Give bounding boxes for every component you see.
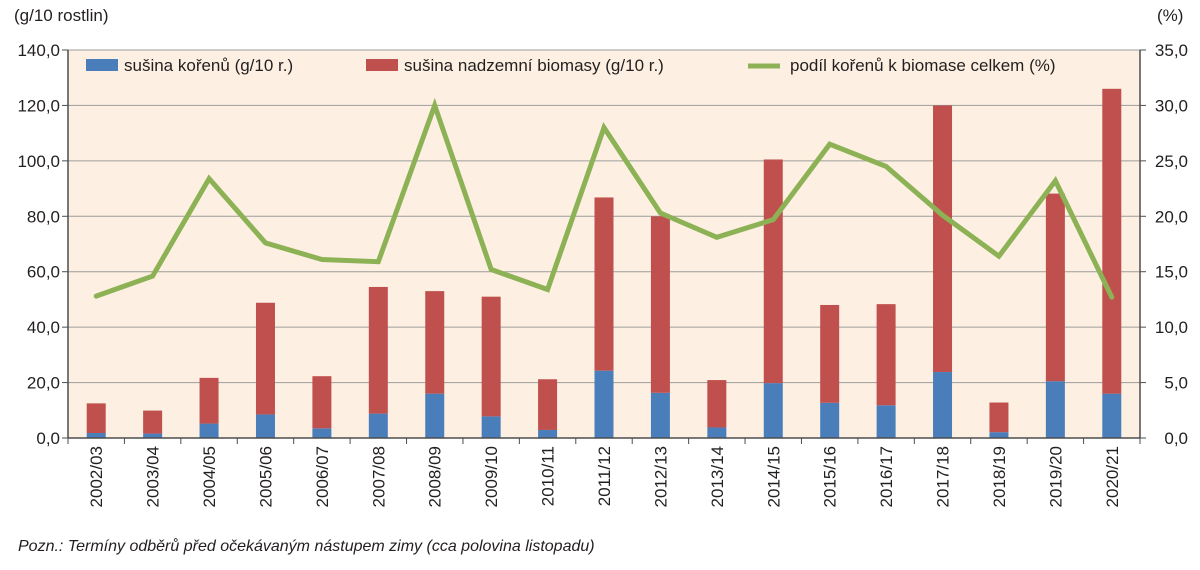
- bar-aboveground: [933, 105, 953, 373]
- x-tick-label: 2007/08: [369, 446, 388, 507]
- x-tick-label: 2016/17: [877, 446, 896, 507]
- bar-aboveground: [763, 159, 783, 384]
- bar-roots: [1045, 381, 1065, 438]
- x-tick-label: 2020/21: [1103, 446, 1122, 507]
- bar-roots: [707, 427, 727, 438]
- bar-aboveground: [368, 286, 388, 414]
- bar-roots: [820, 402, 840, 438]
- left-tick-label: 0,0: [36, 429, 60, 448]
- bar-aboveground: [481, 296, 501, 417]
- bar-roots: [368, 413, 388, 438]
- bar-roots: [594, 370, 614, 438]
- bar-aboveground: [1102, 88, 1122, 394]
- x-tick-label: 2008/09: [426, 446, 445, 507]
- right-axis-title: (%): [1157, 6, 1183, 25]
- bar-roots: [763, 383, 783, 438]
- bars: [86, 88, 1122, 438]
- legend-label-roots: sušina kořenů (g/10 r.): [124, 56, 293, 75]
- x-tick-label: 2004/05: [200, 446, 219, 507]
- ratio-line: [93, 97, 1115, 300]
- bar-aboveground: [1045, 193, 1065, 382]
- bar-roots: [1102, 393, 1122, 438]
- right-tick-label: 10,0: [1155, 318, 1188, 337]
- left-tick-label: 40,0: [27, 318, 60, 337]
- bar-roots: [255, 414, 275, 438]
- left-tick-label: 120,0: [17, 96, 60, 115]
- x-tick-label: 2009/10: [482, 446, 501, 507]
- bar-aboveground: [594, 197, 614, 371]
- left-axis-title: (g/10 rostlin): [14, 6, 108, 25]
- x-tick-label: 2013/14: [708, 446, 727, 507]
- right-axis-ticks: 0,0 5,0 10,0 15,0 20,0 25,0 30,0 35,0: [1140, 41, 1188, 448]
- bar-roots: [989, 432, 1009, 438]
- bar-roots: [86, 433, 106, 438]
- bar-aboveground: [820, 304, 840, 403]
- right-tick-label: 20,0: [1155, 207, 1188, 226]
- bar-aboveground: [312, 376, 332, 429]
- x-tick-label: 2015/16: [821, 446, 840, 507]
- legend-label-aboveground: sušina nadzemní biomasy (g/10 r.): [404, 56, 664, 75]
- x-tick-label: 2006/07: [313, 446, 332, 507]
- bar-roots: [933, 372, 953, 438]
- axes: [67, 50, 1141, 439]
- bar-aboveground: [143, 410, 163, 434]
- bar-aboveground: [425, 291, 445, 394]
- x-tick-label: 2017/18: [934, 446, 953, 507]
- bar-aboveground: [86, 403, 106, 434]
- x-tick-label: 2010/11: [539, 446, 558, 506]
- bar-aboveground: [199, 377, 219, 424]
- legend-swatch-roots: [86, 59, 118, 71]
- x-tick-label: 2002/03: [87, 446, 106, 507]
- left-tick-label: 80,0: [27, 207, 60, 226]
- bar-aboveground: [538, 379, 558, 430]
- bar-aboveground: [707, 380, 727, 428]
- x-tick-label: 2012/13: [651, 446, 670, 507]
- x-tick-label: 2014/15: [764, 446, 783, 507]
- bar-roots: [425, 393, 445, 438]
- right-tick-label: 15,0: [1155, 263, 1188, 282]
- bar-aboveground: [989, 402, 1009, 433]
- x-tick-label: 2003/04: [144, 446, 163, 507]
- bar-aboveground: [876, 304, 896, 406]
- legend: sušina kořenů (g/10 r.) sušina nadzemní …: [86, 56, 1056, 75]
- right-tick-label: 0,0: [1164, 429, 1188, 448]
- left-tick-label: 60,0: [27, 263, 60, 282]
- x-tick-label: 2018/19: [990, 446, 1009, 507]
- bar-roots: [876, 405, 896, 438]
- bar-roots: [650, 392, 670, 438]
- left-tick-label: 20,0: [27, 374, 60, 393]
- bar-aboveground: [255, 302, 275, 415]
- bar-roots: [143, 433, 163, 438]
- right-tick-label: 30,0: [1155, 96, 1188, 115]
- x-axis-ticks: 2002/03 2003/04 2004/05 2005/06 2006/07 2007/…: [67, 438, 1141, 507]
- x-tick-label: 2011/12: [595, 446, 614, 506]
- legend-swatch-aboveground: [366, 59, 398, 71]
- bar-roots: [481, 416, 501, 438]
- legend-label-ratio: podíl kořenů k biomase celkem (%): [790, 56, 1056, 75]
- left-tick-label: 140,0: [17, 41, 60, 60]
- right-tick-label: 35,0: [1155, 41, 1188, 60]
- footnote: Pozn.: Termíny odběrů před očekávaným ná…: [18, 538, 595, 555]
- x-tick-label: 2019/20: [1046, 446, 1065, 507]
- bar-aboveground: [650, 216, 670, 393]
- right-tick-label: 5,0: [1164, 374, 1188, 393]
- x-tick-label: 2005/06: [256, 446, 275, 507]
- bar-roots: [199, 423, 219, 438]
- left-tick-label: 100,0: [17, 152, 60, 171]
- left-axis-ticks: 0,0 20,0 40,0 60,0 80,0 100,0 120,0 140,0: [17, 41, 68, 448]
- bar-roots: [538, 429, 558, 438]
- right-tick-label: 25,0: [1155, 152, 1188, 171]
- bar-roots: [312, 428, 332, 438]
